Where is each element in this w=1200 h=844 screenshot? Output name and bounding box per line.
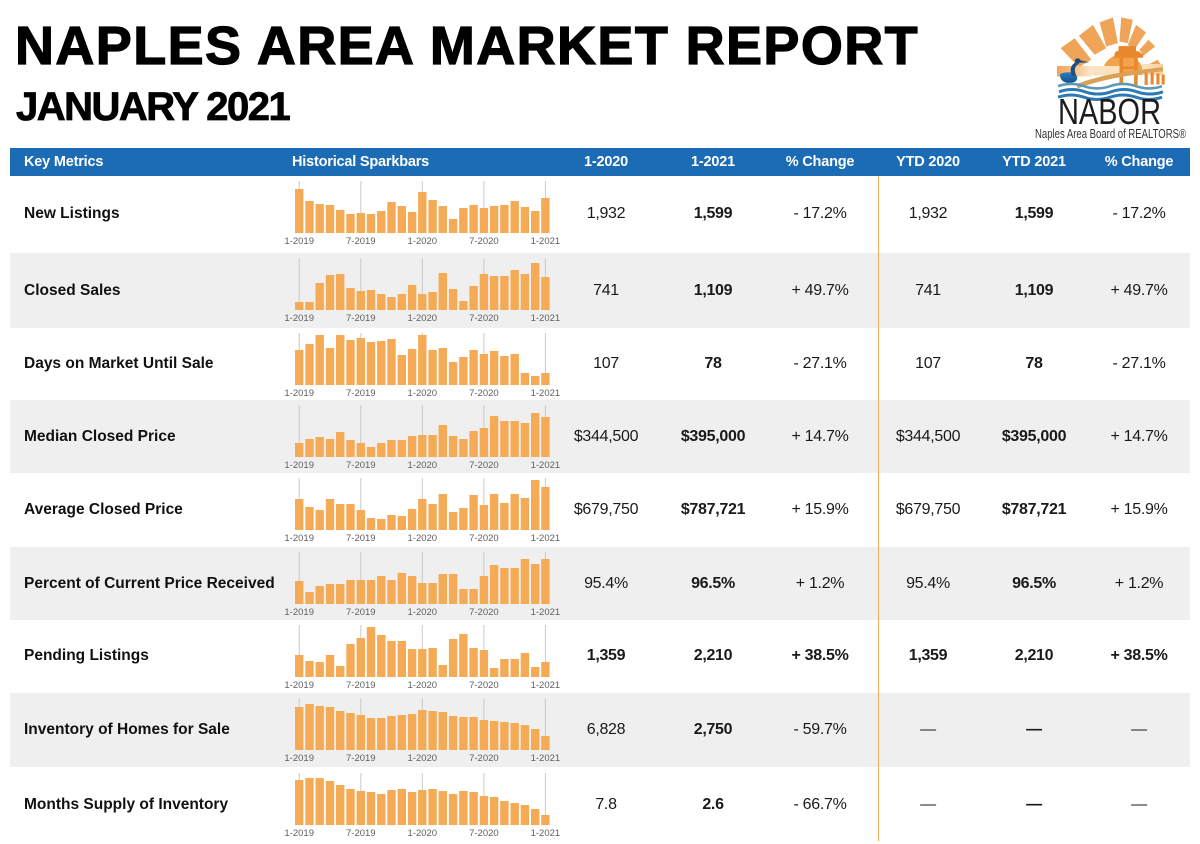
svg-text:1-2019: 1-2019 xyxy=(284,388,314,399)
svg-text:1-2021: 1-2021 xyxy=(531,236,561,247)
svg-text:NABOR: NABOR xyxy=(1058,91,1161,132)
svg-text:1-2019: 1-2019 xyxy=(284,236,314,247)
svg-text:1-2021: 1-2021 xyxy=(531,828,561,839)
svg-text:7-2020: 7-2020 xyxy=(469,828,499,839)
svg-text:Naples Area Board of REALTORS®: Naples Area Board of REALTORS® xyxy=(1035,127,1187,141)
svg-text:7-2020: 7-2020 xyxy=(469,388,499,399)
svg-text:1-2019: 1-2019 xyxy=(284,828,314,839)
svg-text:1-2019: 1-2019 xyxy=(284,607,314,618)
svg-text:1-2021: 1-2021 xyxy=(531,607,561,618)
svg-text:1-2021: 1-2021 xyxy=(531,460,561,471)
svg-text:7-2019: 7-2019 xyxy=(346,753,376,764)
svg-text:1-2021: 1-2021 xyxy=(531,533,561,544)
svg-text:1-2021: 1-2021 xyxy=(531,680,561,691)
svg-text:7-2020: 7-2020 xyxy=(469,753,499,764)
svg-text:7-2019: 7-2019 xyxy=(346,533,376,544)
svg-text:1-2019: 1-2019 xyxy=(284,680,314,691)
svg-text:7-2019: 7-2019 xyxy=(346,388,376,399)
svg-text:1-2020: 1-2020 xyxy=(408,388,438,399)
svg-text:1-2020: 1-2020 xyxy=(408,460,438,471)
svg-text:1-2020: 1-2020 xyxy=(408,680,438,691)
svg-text:1-2020: 1-2020 xyxy=(408,753,438,764)
svg-text:1-2020: 1-2020 xyxy=(408,607,438,618)
svg-text:1-2020: 1-2020 xyxy=(408,236,438,247)
svg-text:7-2019: 7-2019 xyxy=(346,313,376,324)
svg-text:7-2019: 7-2019 xyxy=(346,236,376,247)
svg-text:7-2020: 7-2020 xyxy=(469,236,499,247)
svg-text:1-2019: 1-2019 xyxy=(284,313,314,324)
svg-text:1-2021: 1-2021 xyxy=(531,313,561,324)
svg-text:7-2020: 7-2020 xyxy=(469,607,499,618)
svg-text:7-2020: 7-2020 xyxy=(469,460,499,471)
svg-text:1-2019: 1-2019 xyxy=(284,533,314,544)
svg-text:1-2019: 1-2019 xyxy=(284,460,314,471)
svg-text:7-2019: 7-2019 xyxy=(346,607,376,618)
svg-text:7-2019: 7-2019 xyxy=(346,828,376,839)
svg-text:7-2019: 7-2019 xyxy=(346,460,376,471)
svg-text:1-2019: 1-2019 xyxy=(284,753,314,764)
svg-text:1-2020: 1-2020 xyxy=(408,533,438,544)
svg-text:1-2020: 1-2020 xyxy=(408,313,438,324)
svg-text:7-2020: 7-2020 xyxy=(469,680,499,691)
svg-text:1-2021: 1-2021 xyxy=(531,388,561,399)
svg-text:7-2020: 7-2020 xyxy=(469,533,499,544)
svg-text:1-2020: 1-2020 xyxy=(408,828,438,839)
svg-text:7-2019: 7-2019 xyxy=(346,680,376,691)
svg-text:1-2021: 1-2021 xyxy=(531,753,561,764)
svg-text:7-2020: 7-2020 xyxy=(469,313,499,324)
